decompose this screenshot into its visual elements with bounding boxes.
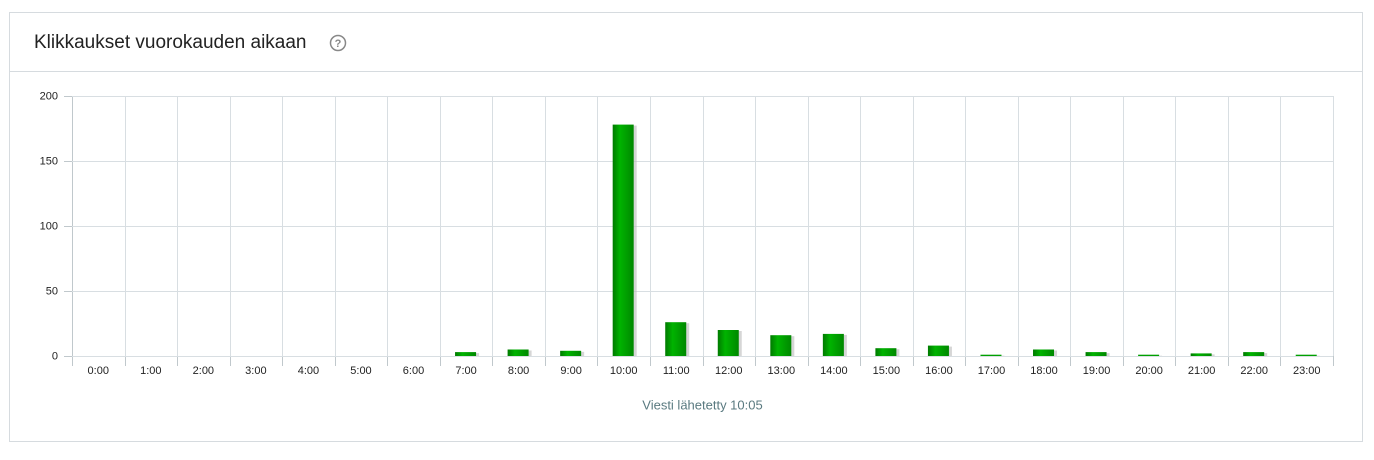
x-tick-label: 15:00 bbox=[873, 365, 901, 377]
help-icon-glyph[interactable]: ? bbox=[335, 38, 342, 50]
x-tick-label: 23:00 bbox=[1293, 365, 1321, 377]
bar bbox=[928, 346, 949, 356]
x-tick-label: 14:00 bbox=[820, 365, 848, 377]
bar bbox=[875, 348, 896, 356]
y-tick-label: 50 bbox=[46, 285, 58, 297]
x-tick-label: 1:00 bbox=[140, 365, 161, 377]
bar bbox=[1296, 355, 1317, 356]
bar bbox=[1243, 352, 1264, 356]
x-tick-label: 21:00 bbox=[1188, 365, 1216, 377]
x-tick-label: 13:00 bbox=[768, 365, 796, 377]
bar bbox=[560, 351, 581, 356]
x-tick-label: 4:00 bbox=[298, 365, 319, 377]
x-tick-label: 17:00 bbox=[978, 365, 1006, 377]
bar bbox=[1138, 355, 1159, 356]
bar bbox=[665, 322, 686, 356]
x-axis-title: Viesti lähetetty 10:05 bbox=[642, 397, 762, 412]
x-tick-label: 2:00 bbox=[193, 365, 214, 377]
x-tick-label: 20:00 bbox=[1135, 365, 1163, 377]
x-tick-label: 6:00 bbox=[403, 365, 424, 377]
y-tick-label: 200 bbox=[40, 90, 58, 102]
x-tick-label: 12:00 bbox=[715, 365, 743, 377]
x-tick-label: 3:00 bbox=[245, 365, 266, 377]
x-tick-label: 5:00 bbox=[350, 365, 371, 377]
x-tick-label: 11:00 bbox=[663, 365, 690, 377]
bar bbox=[980, 355, 1001, 356]
x-tick-label: 7:00 bbox=[455, 365, 476, 377]
x-tick-label: 9:00 bbox=[560, 365, 581, 377]
x-tick-label: 8:00 bbox=[508, 365, 529, 377]
bar bbox=[508, 350, 529, 357]
y-tick-label: 100 bbox=[40, 220, 58, 232]
x-tick-label: 22:00 bbox=[1240, 365, 1268, 377]
bar bbox=[1086, 352, 1107, 356]
bar bbox=[455, 352, 476, 356]
chart-title: Klikkaukset vuorokauden aikaan bbox=[34, 32, 307, 53]
x-tick-label: 19:00 bbox=[1083, 365, 1111, 377]
bar bbox=[1033, 350, 1054, 357]
bar bbox=[770, 335, 791, 356]
bar bbox=[1191, 353, 1212, 356]
bar bbox=[823, 334, 844, 356]
bar bbox=[718, 330, 739, 356]
x-tick-label: 0:00 bbox=[88, 365, 109, 377]
x-tick-label: 16:00 bbox=[925, 365, 953, 377]
y-tick-label: 150 bbox=[40, 155, 58, 167]
x-tick-label: 10:00 bbox=[610, 365, 638, 377]
y-tick-label: 0 bbox=[52, 350, 58, 362]
bar bbox=[613, 125, 634, 356]
x-tick-label: 18:00 bbox=[1030, 365, 1058, 377]
